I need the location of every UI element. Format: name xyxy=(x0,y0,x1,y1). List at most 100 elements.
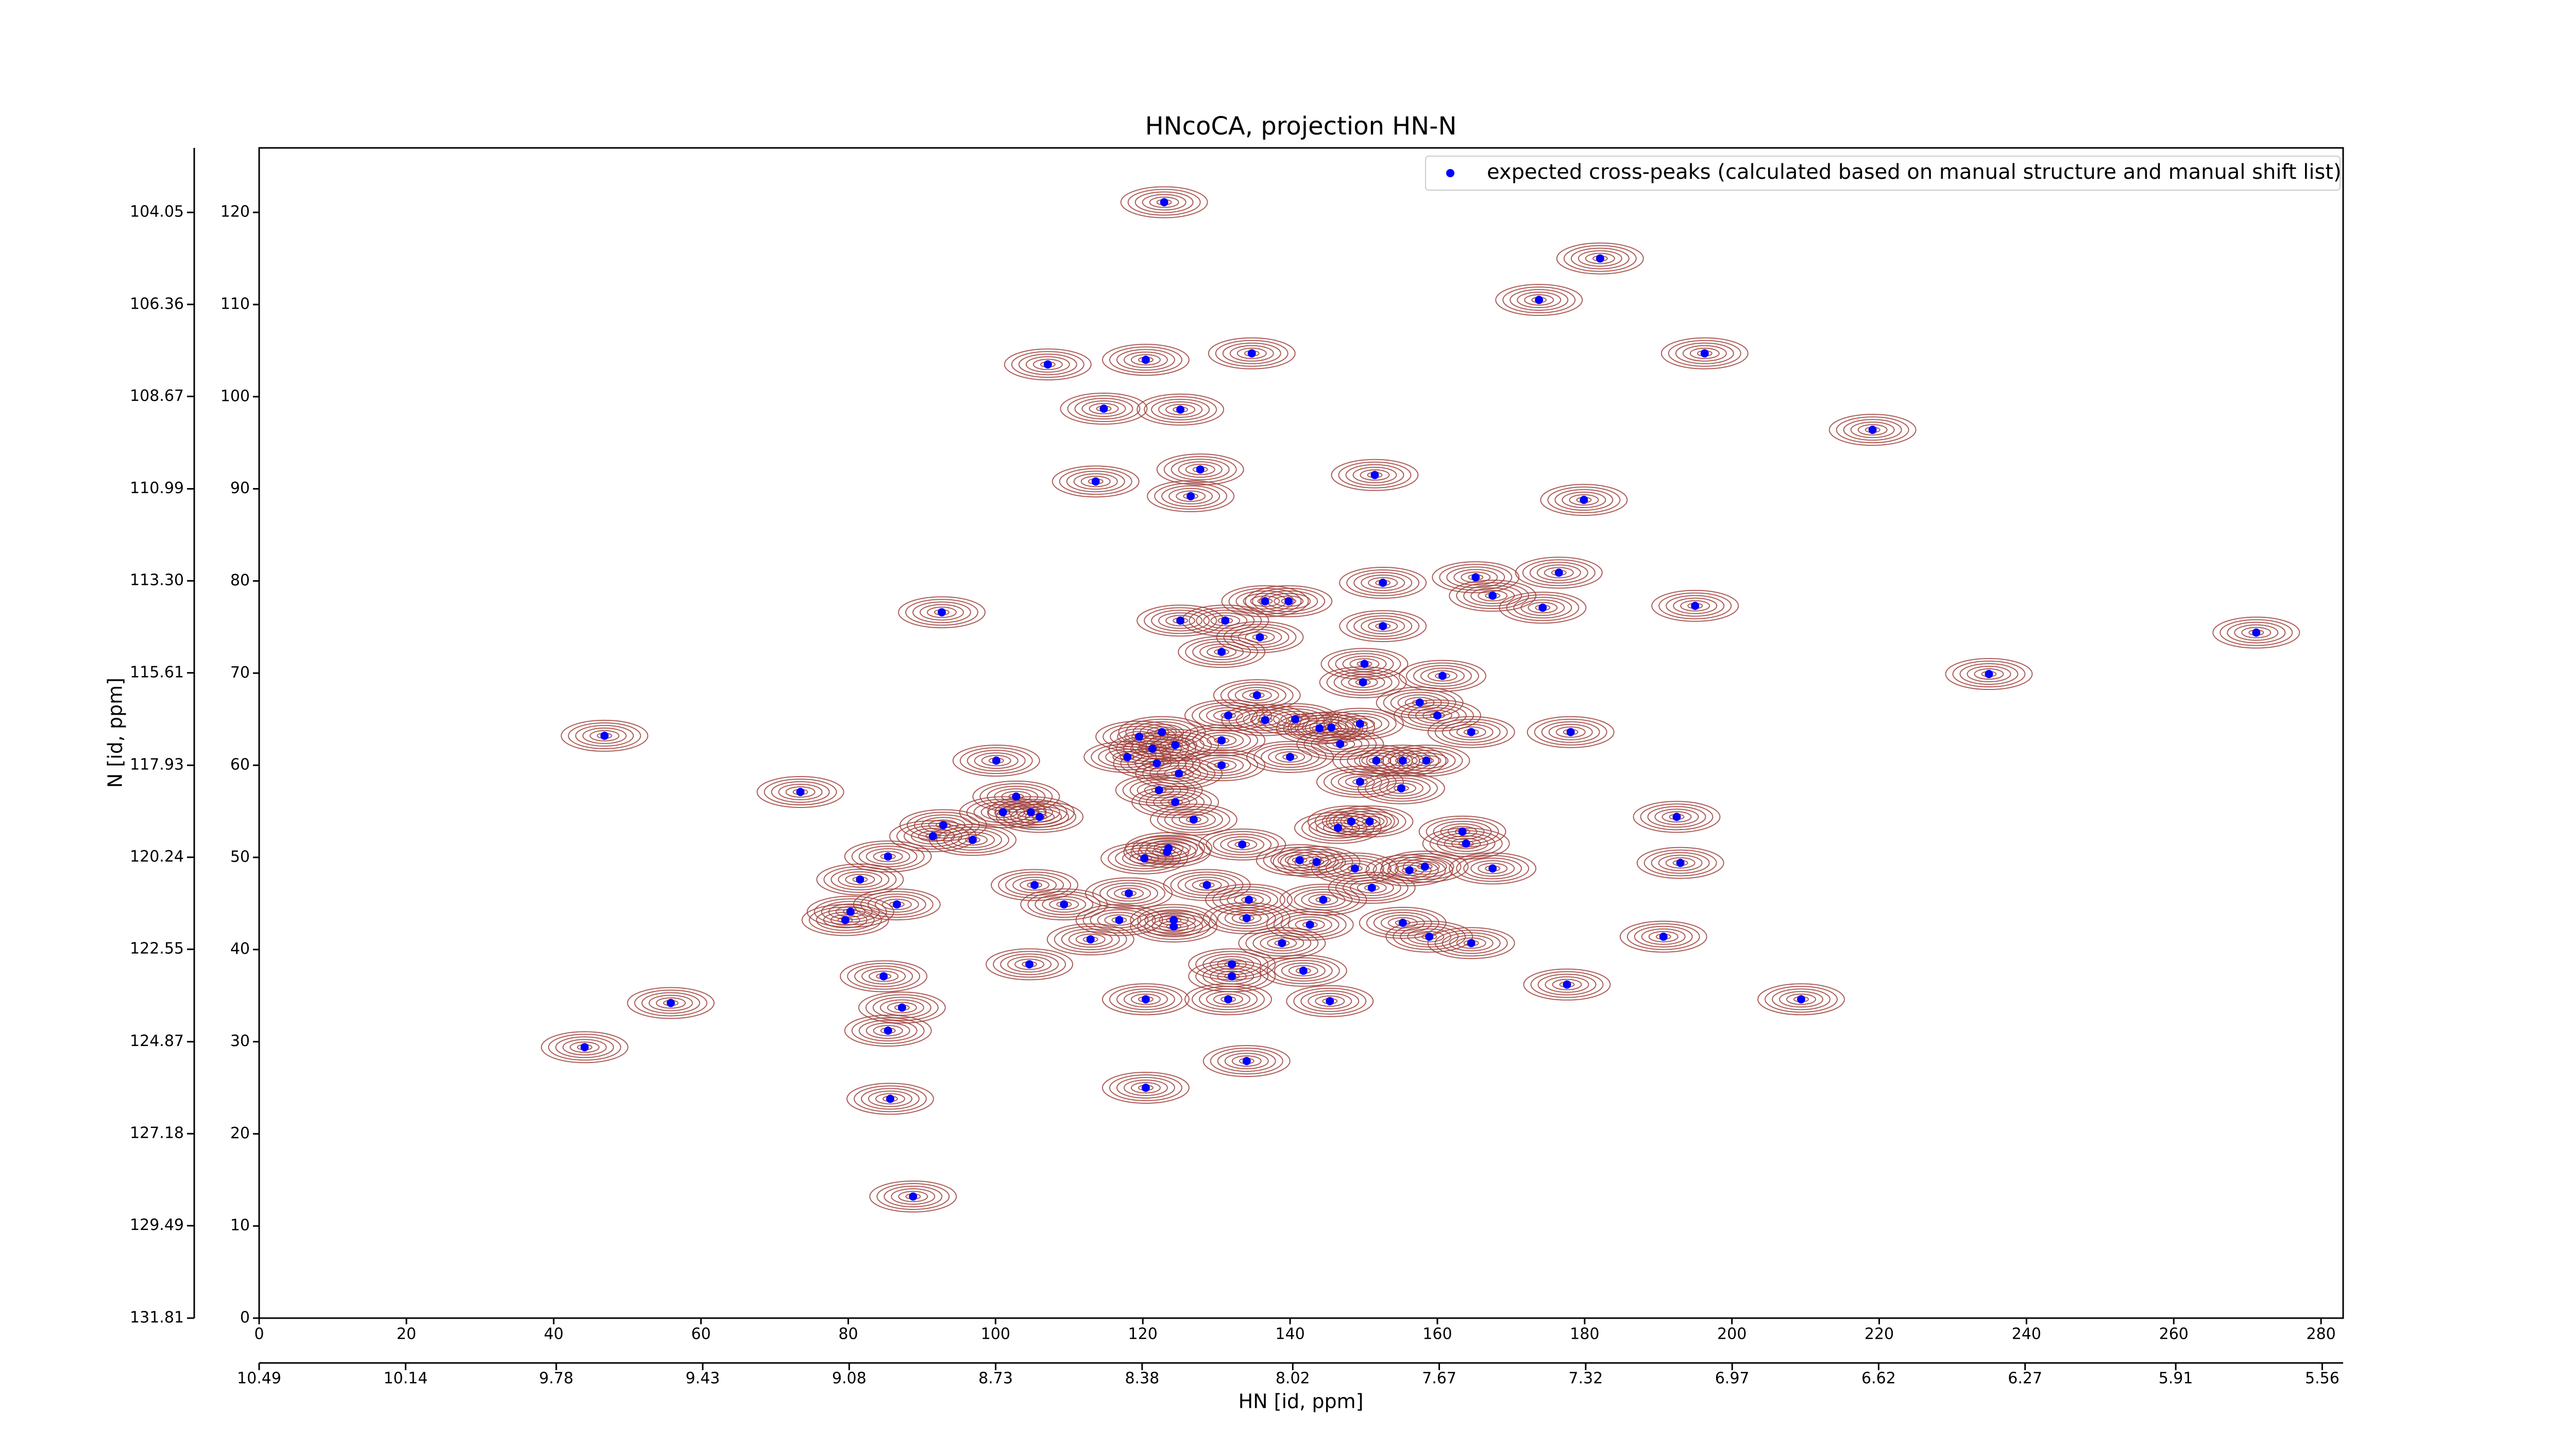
contour xyxy=(1109,1074,1182,1101)
contour xyxy=(1074,398,1133,420)
contour xyxy=(1427,670,1458,682)
cross-peak xyxy=(1415,698,1424,707)
contour xyxy=(865,994,939,1021)
contour xyxy=(1520,599,1565,616)
x-tick-label: 120 xyxy=(1128,1325,1158,1343)
y2-tick-label: 113.30 xyxy=(130,571,184,589)
contour xyxy=(1440,823,1485,840)
contour xyxy=(1147,480,1235,512)
cross-peak xyxy=(1488,864,1497,873)
contour xyxy=(1221,704,1309,736)
contour xyxy=(1281,962,1326,979)
contour xyxy=(1208,337,1296,369)
cross-peak xyxy=(1312,857,1321,866)
cross-peak xyxy=(846,907,855,916)
contour xyxy=(1658,854,1703,871)
contour xyxy=(1393,923,1466,950)
contour xyxy=(858,846,918,868)
contour xyxy=(1005,874,1064,896)
contour xyxy=(582,727,627,744)
contour xyxy=(1145,844,1190,861)
cross-peak xyxy=(1538,603,1547,612)
contour xyxy=(1513,597,1572,619)
x2-tick-label: 10.14 xyxy=(383,1370,428,1388)
x2-tick-label: 6.27 xyxy=(2008,1370,2042,1388)
y-tick-label: 20 xyxy=(230,1124,250,1142)
contour xyxy=(891,1188,936,1205)
cross-peak xyxy=(1467,939,1476,948)
contour xyxy=(879,999,924,1016)
contour xyxy=(1510,289,1569,311)
y-tick-label: 80 xyxy=(230,571,250,589)
contour xyxy=(1227,838,1258,850)
contour xyxy=(1554,489,1614,511)
contour xyxy=(993,951,1066,978)
cross-peak xyxy=(1043,360,1052,369)
contour xyxy=(548,1034,621,1061)
contour xyxy=(1158,612,1203,629)
contour xyxy=(1850,422,1895,439)
contour xyxy=(1654,808,1699,825)
contour xyxy=(1170,871,1244,899)
cross-peak xyxy=(666,999,675,1007)
x2-tick-label: 5.56 xyxy=(2305,1370,2340,1388)
contour xyxy=(1164,808,1223,831)
contour xyxy=(655,997,686,1009)
contour xyxy=(1185,638,1259,666)
contour xyxy=(1757,983,1845,1016)
y2-tick-label: 106.36 xyxy=(130,295,184,313)
contour xyxy=(1137,913,1211,940)
contour xyxy=(844,840,932,873)
contour xyxy=(1393,699,1481,732)
contour xyxy=(1633,801,1721,833)
contour xyxy=(648,995,693,1012)
cross-peak xyxy=(1458,827,1467,836)
contour xyxy=(874,896,919,913)
contour xyxy=(1052,465,1140,498)
contour xyxy=(1236,347,1267,359)
contour xyxy=(1402,858,1447,875)
x2-tick-label: 6.62 xyxy=(1861,1370,1896,1388)
contour xyxy=(1060,393,1148,425)
contour xyxy=(1059,468,1132,495)
contour xyxy=(1206,707,1250,724)
cross-peak xyxy=(998,808,1007,817)
cross-peak xyxy=(1171,740,1180,749)
cross-peak xyxy=(1676,858,1685,867)
contour xyxy=(1325,857,1384,880)
contour xyxy=(1641,928,1686,945)
contour xyxy=(1235,590,1295,612)
contour xyxy=(1151,610,1210,632)
contour xyxy=(958,834,988,846)
contour xyxy=(1144,396,1217,423)
y2-tick-label: 104.05 xyxy=(130,203,184,221)
cross-peak xyxy=(1326,997,1334,1005)
contour xyxy=(1407,928,1452,945)
contour xyxy=(1191,986,1265,1013)
contour xyxy=(1003,803,1077,831)
cross-peak xyxy=(969,835,977,844)
contour xyxy=(1786,993,1817,1005)
contour xyxy=(1836,416,1909,444)
contour xyxy=(846,1083,934,1115)
contour xyxy=(1308,894,1338,906)
cross-peak xyxy=(1425,932,1434,941)
cross-peak xyxy=(1261,597,1269,605)
cross-peak xyxy=(1359,678,1367,687)
contour xyxy=(1502,287,1576,314)
contour xyxy=(1456,855,1530,882)
contour xyxy=(1517,292,1562,309)
contour xyxy=(1171,811,1216,828)
contour xyxy=(1346,613,1420,640)
contour xyxy=(1259,954,1347,987)
contour xyxy=(1357,882,1387,894)
contour xyxy=(1959,663,2019,685)
y-tick-label: 120 xyxy=(221,203,250,221)
contour xyxy=(967,750,1026,772)
cross-peak xyxy=(1245,896,1253,904)
contour xyxy=(1213,710,1243,721)
cross-peak xyxy=(1367,883,1376,892)
contour xyxy=(1025,811,1055,823)
contour xyxy=(1127,189,1201,216)
contour xyxy=(1222,342,1281,364)
